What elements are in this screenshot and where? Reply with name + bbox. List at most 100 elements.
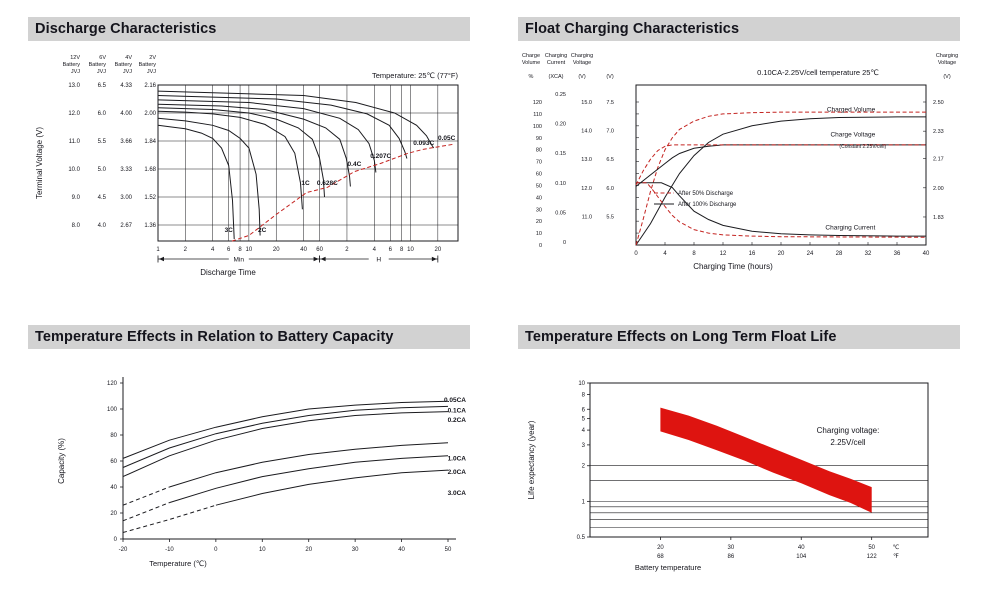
svg-text:8: 8 — [582, 392, 586, 398]
svg-text:Terminal Voltage (V): Terminal Voltage (V) — [35, 127, 44, 199]
svg-text:4: 4 — [663, 251, 667, 257]
svg-text:Capacity (%): Capacity (%) — [57, 438, 66, 484]
svg-text:(XCA): (XCA) — [549, 74, 564, 80]
svg-text:60: 60 — [316, 247, 323, 253]
svg-text:6: 6 — [582, 407, 586, 413]
section-title: Discharge Characteristics — [35, 21, 217, 37]
svg-text:0.207C: 0.207C — [370, 153, 391, 160]
svg-text:℉: ℉ — [893, 553, 899, 560]
svg-text:0.4C: 0.4C — [348, 161, 362, 168]
svg-text:2.00: 2.00 — [933, 186, 944, 192]
section-title-bar: Temperature Effects on Long Term Float L… — [518, 325, 960, 349]
svg-text:80: 80 — [110, 433, 117, 439]
svg-text:JVJ: JVJ — [147, 69, 156, 75]
section-title: Float Charging Characteristics — [525, 21, 740, 37]
svg-text:6V: 6V — [99, 55, 106, 61]
svg-text:40: 40 — [536, 195, 542, 201]
svg-text:7.5: 7.5 — [606, 100, 614, 106]
svg-text:6.0: 6.0 — [98, 111, 107, 117]
svg-text:2.50: 2.50 — [933, 100, 944, 106]
svg-text:0.15: 0.15 — [555, 151, 566, 157]
svg-text:9.0: 9.0 — [72, 195, 81, 201]
svg-text:JVJ: JVJ — [71, 69, 80, 75]
svg-text:Temperature: 25℃ (77°F): Temperature: 25℃ (77°F) — [372, 71, 459, 80]
svg-text:0.093C: 0.093C — [413, 140, 434, 147]
svg-text:40: 40 — [110, 485, 117, 491]
svg-text:(V): (V) — [943, 74, 951, 80]
svg-text:0.20: 0.20 — [555, 122, 566, 128]
svg-text:50: 50 — [445, 547, 452, 553]
svg-text:1.0CA: 1.0CA — [448, 455, 467, 462]
svg-text:16: 16 — [749, 251, 756, 257]
svg-text:20: 20 — [657, 545, 664, 551]
svg-text:10: 10 — [578, 381, 585, 387]
svg-text:1C: 1C — [301, 180, 310, 187]
svg-text:8.0: 8.0 — [72, 223, 81, 229]
svg-text:Battery: Battery — [63, 62, 81, 68]
section-discharge-characteristics: Discharge Characteristics 12V Battery JVJ 6… — [28, 17, 470, 297]
svg-text:4.33: 4.33 — [120, 83, 132, 89]
svg-text:4.00: 4.00 — [120, 111, 132, 117]
svg-text:12: 12 — [720, 251, 727, 257]
svg-text:1.36: 1.36 — [144, 223, 156, 229]
svg-text:2.0CA: 2.0CA — [448, 469, 467, 476]
discharge-characteristics-chart: 12VBatteryJVJ6VBatteryJVJ4VBatteryJVJ2VB… — [35, 55, 459, 277]
svg-text:11.0: 11.0 — [69, 139, 81, 145]
svg-text:2C: 2C — [258, 227, 267, 234]
svg-text:4: 4 — [582, 428, 586, 434]
svg-text:Charge Voltage: Charge Voltage — [830, 132, 875, 139]
svg-text:30: 30 — [352, 547, 359, 553]
svg-text:4.0: 4.0 — [98, 223, 107, 229]
svg-text:12.0: 12.0 — [581, 186, 592, 192]
svg-text:6.5: 6.5 — [606, 157, 614, 163]
svg-text:After 50% Discharge: After 50% Discharge — [678, 191, 734, 197]
svg-text:%: % — [529, 74, 534, 80]
svg-text:0.05CA: 0.05CA — [444, 397, 466, 404]
svg-text:JVJ: JVJ — [97, 69, 106, 75]
svg-text:0.5: 0.5 — [577, 535, 586, 541]
svg-text:1.52: 1.52 — [144, 195, 156, 201]
svg-text:6.5: 6.5 — [98, 83, 107, 89]
svg-text:4.5: 4.5 — [98, 195, 107, 201]
svg-text:104: 104 — [796, 554, 807, 560]
float-charging-characteristics-chart: ChargeVolume%ChargingCurrent(XCA)Chargin… — [522, 53, 958, 271]
svg-text:4V: 4V — [125, 55, 132, 61]
svg-text:36: 36 — [894, 251, 901, 257]
section-title: Temperature Effects in Relation to Batte… — [35, 329, 394, 345]
svg-text:68: 68 — [657, 554, 664, 560]
svg-text:5.5: 5.5 — [606, 214, 614, 220]
svg-text:Voltage: Voltage — [573, 60, 591, 66]
svg-text:6.0: 6.0 — [606, 186, 614, 192]
svg-text:0.1CA: 0.1CA — [448, 407, 467, 414]
svg-text:2: 2 — [345, 247, 349, 253]
svg-text:30: 30 — [536, 207, 542, 213]
svg-text:3.00: 3.00 — [120, 195, 132, 201]
svg-text:0.25: 0.25 — [555, 92, 566, 98]
svg-text:2.67: 2.67 — [120, 223, 132, 229]
svg-text:Charge: Charge — [522, 53, 540, 59]
svg-text:H: H — [376, 257, 381, 264]
section-title-bar: Temperature Effects in Relation to Batte… — [28, 325, 470, 349]
svg-text:32: 32 — [865, 251, 872, 257]
svg-text:120: 120 — [533, 100, 542, 106]
svg-text:20: 20 — [536, 219, 542, 225]
svg-text:3: 3 — [582, 443, 586, 449]
svg-text:4: 4 — [211, 247, 215, 253]
svg-text:40: 40 — [300, 247, 307, 253]
svg-text:60: 60 — [536, 172, 542, 178]
svg-text:10: 10 — [536, 231, 542, 237]
svg-text:100: 100 — [107, 407, 118, 413]
svg-text:10: 10 — [246, 247, 253, 253]
svg-text:-20: -20 — [119, 547, 128, 553]
svg-text:10: 10 — [259, 547, 266, 553]
svg-text:0.2CA: 0.2CA — [448, 417, 467, 424]
svg-text:28: 28 — [836, 251, 843, 257]
svg-text:110: 110 — [533, 112, 542, 118]
section-float-charging: Float Charging Characteristics Charge Vol… — [518, 17, 960, 297]
svg-text:14.0: 14.0 — [581, 129, 592, 135]
svg-text:6: 6 — [227, 247, 231, 253]
temperature-capacity-chart: 0 20 40 60 80 100 120 -20 -10 0 10 20 30 40 50 0.05CA 0.… — [57, 377, 467, 568]
svg-text:(V): (V) — [578, 74, 586, 80]
